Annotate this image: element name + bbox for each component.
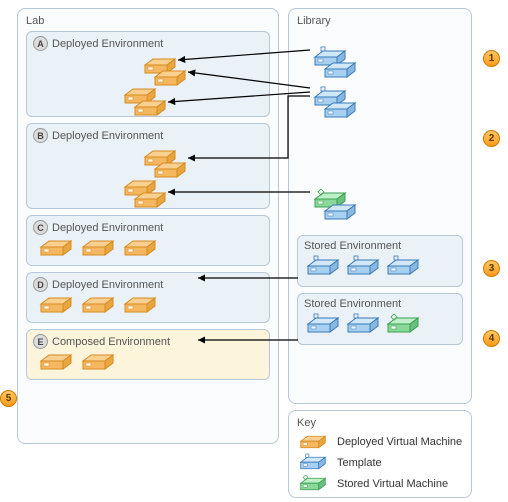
env-a-title: A Deployed Environment (33, 36, 263, 51)
env-d-label: Deployed Environment (52, 279, 163, 291)
env-e: E Composed Environment (26, 329, 270, 380)
vm-icon (297, 433, 329, 451)
env-a-label: Deployed Environment (52, 38, 163, 50)
env-c-title: C Deployed Environment (33, 220, 263, 235)
library-title: Library (297, 15, 463, 27)
badge-e: E (33, 334, 48, 349)
badge-c: C (33, 220, 48, 235)
env-c-label: Deployed Environment (52, 222, 163, 234)
template-icon (384, 256, 422, 278)
vm-icon (121, 237, 159, 259)
env-b: B Deployed Environment (26, 123, 270, 209)
key-stored-label: Stored Virtual Machine (337, 478, 448, 490)
callout-5: 5 (0, 390, 17, 407)
library-panel: Library Stored Environment Stored Enviro… (288, 8, 472, 404)
env-a: A Deployed Environment (26, 31, 270, 117)
key-deployed-label: Deployed Virtual Machine (337, 436, 462, 448)
env-e-label: Composed Environment (52, 336, 170, 348)
template-icon (297, 454, 329, 472)
stored-vm-icon (297, 475, 329, 493)
lab-title: Lab (26, 15, 270, 27)
callout-2: 2 (483, 130, 500, 147)
key-panel: Key Deployed Virtual Machine Template St… (288, 410, 472, 498)
template-icon (344, 314, 382, 336)
template-icon (304, 314, 342, 336)
vm-icon (37, 351, 75, 373)
template-icon (344, 256, 382, 278)
callout-4: 4 (483, 330, 500, 347)
vm-icon (121, 294, 159, 316)
env-c: C Deployed Environment (26, 215, 270, 266)
callout-3: 3 (483, 260, 500, 277)
key-row-stored: Stored Virtual Machine (297, 475, 463, 493)
env-b-label: Deployed Environment (52, 130, 163, 142)
stored-env-1-title: Stored Environment (304, 240, 456, 252)
template-icon (304, 256, 342, 278)
badge-b: B (33, 128, 48, 143)
vm-icon (79, 294, 117, 316)
env-b-title: B Deployed Environment (33, 128, 263, 143)
badge-d: D (33, 277, 48, 292)
stored-env-2: Stored Environment (297, 293, 463, 345)
stored-vm-icon (384, 314, 422, 336)
stored-env-2-title: Stored Environment (304, 298, 456, 310)
vm-icon (37, 294, 75, 316)
vm-icon (131, 189, 169, 211)
vm-icon (79, 237, 117, 259)
vm-icon (79, 351, 117, 373)
env-e-title: E Composed Environment (33, 334, 263, 349)
vm-icon (37, 237, 75, 259)
env-d-title: D Deployed Environment (33, 277, 263, 292)
key-row-template: Template (297, 454, 463, 472)
vm-icon (131, 97, 169, 119)
stored-env-1: Stored Environment (297, 235, 463, 287)
callout-1: 1 (483, 50, 500, 67)
key-row-deployed: Deployed Virtual Machine (297, 433, 463, 451)
template-icon (321, 59, 359, 81)
badge-a: A (33, 36, 48, 51)
stored-vm-icon (321, 201, 359, 223)
key-title: Key (297, 417, 463, 429)
key-template-label: Template (337, 457, 382, 469)
env-d: D Deployed Environment (26, 272, 270, 323)
template-icon (321, 99, 359, 121)
lab-panel: Lab A Deployed Environment B Deployed En… (17, 8, 279, 444)
